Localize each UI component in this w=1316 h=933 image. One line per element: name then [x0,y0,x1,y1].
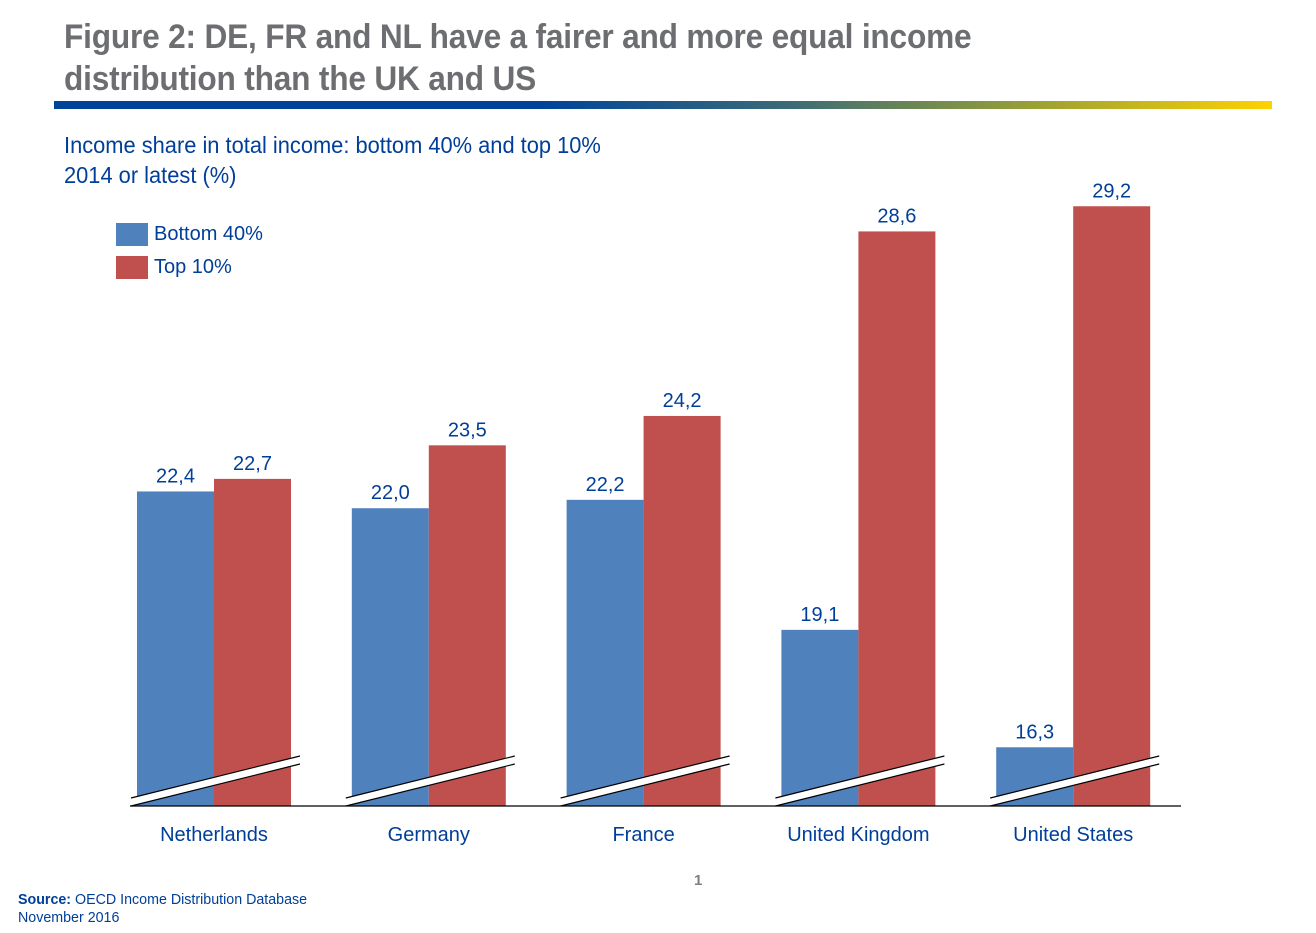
category-label: France [612,824,674,846]
category-label: Germany [388,824,470,846]
axis-break-band [345,756,515,806]
axis-break-line [345,763,515,807]
data-label: 22,2 [586,474,625,496]
bars-layer [137,206,1151,806]
axis-break-line [560,763,730,807]
bar-bottom40-france [566,499,644,806]
axis-break-band [990,756,1160,806]
chart-subtitle-line1: Income share in total income: bottom 40%… [64,132,601,158]
legend-label-bottom40: Bottom 40% [154,223,263,245]
data-label: 19,1 [800,604,839,626]
axis-break-layer [130,755,1160,807]
bar-bottom40-germany [351,508,429,806]
bar-top10-netherlands [214,478,291,806]
chart-subtitle-line2: 2014 or latest (%) [64,162,237,188]
bar-top10-france [643,415,721,806]
figure-title-line1: Figure 2: DE, FR and NL have a fairer an… [64,18,972,56]
axis-break-band [131,756,300,806]
axis-break-line [775,755,945,799]
bar-top10-united-states [1073,206,1151,806]
category-label: Netherlands [160,824,268,846]
source-label: Source: [18,891,72,908]
figure-title-line2: distribution than the UK and US [64,60,537,98]
legend-label-top10: Top 10% [154,256,232,278]
legend-item-top10: Top 10% [116,251,263,284]
data-label: 28,6 [877,205,916,227]
chart-legend: Bottom 40% Top 10% [116,218,263,284]
data-label: 29,2 [1092,180,1131,202]
axis-break-line [560,755,730,799]
bar-top10-germany [428,445,506,806]
data-labels-layer: 22,4 22,7 22,0 23,5 22,2 24,2 19,1 28,6 16,3 29,2 [156,180,1131,743]
chart-subtitle: Income share in total income: bottom 40%… [64,130,601,190]
bar-bottom40-netherlands [137,491,214,806]
bar-top10-united-kingdom [858,231,936,806]
title-gradient-rule [54,101,1272,109]
legend-swatch-bottom40 [116,223,148,246]
axis-break-band [775,756,945,806]
axis-break-line [130,755,301,799]
axis-break-line [130,763,301,807]
legend-swatch-top10 [116,256,148,279]
footer-source: Source: OECD Income Distribution Databas… [18,891,307,927]
category-label: United Kingdom [787,824,929,846]
axis-break-line [775,763,945,807]
data-label: 23,5 [448,419,487,441]
category-labels-layer: Netherlands Germany France United Kingdom Un… [160,824,1133,846]
data-label: 24,2 [663,390,702,412]
source-date: November 2016 [18,909,120,926]
data-label: 22,7 [233,453,272,475]
source-text: OECD Income Distribution Database [71,891,308,908]
axis-break-line [345,755,515,799]
data-label: 22,4 [156,465,195,487]
axis-break-line [990,755,1160,799]
page-number: 1 [694,872,703,889]
figure-title: Figure 2: DE, FR and NL have a fairer an… [64,16,1134,100]
data-label: 22,0 [371,482,410,504]
axis-break-line [990,763,1160,807]
category-label: United States [1013,824,1133,846]
bar-bottom40-united-kingdom [781,629,859,806]
data-label: 16,3 [1015,721,1054,743]
legend-item-bottom40: Bottom 40% [116,218,263,251]
axis-break-band [560,756,730,806]
